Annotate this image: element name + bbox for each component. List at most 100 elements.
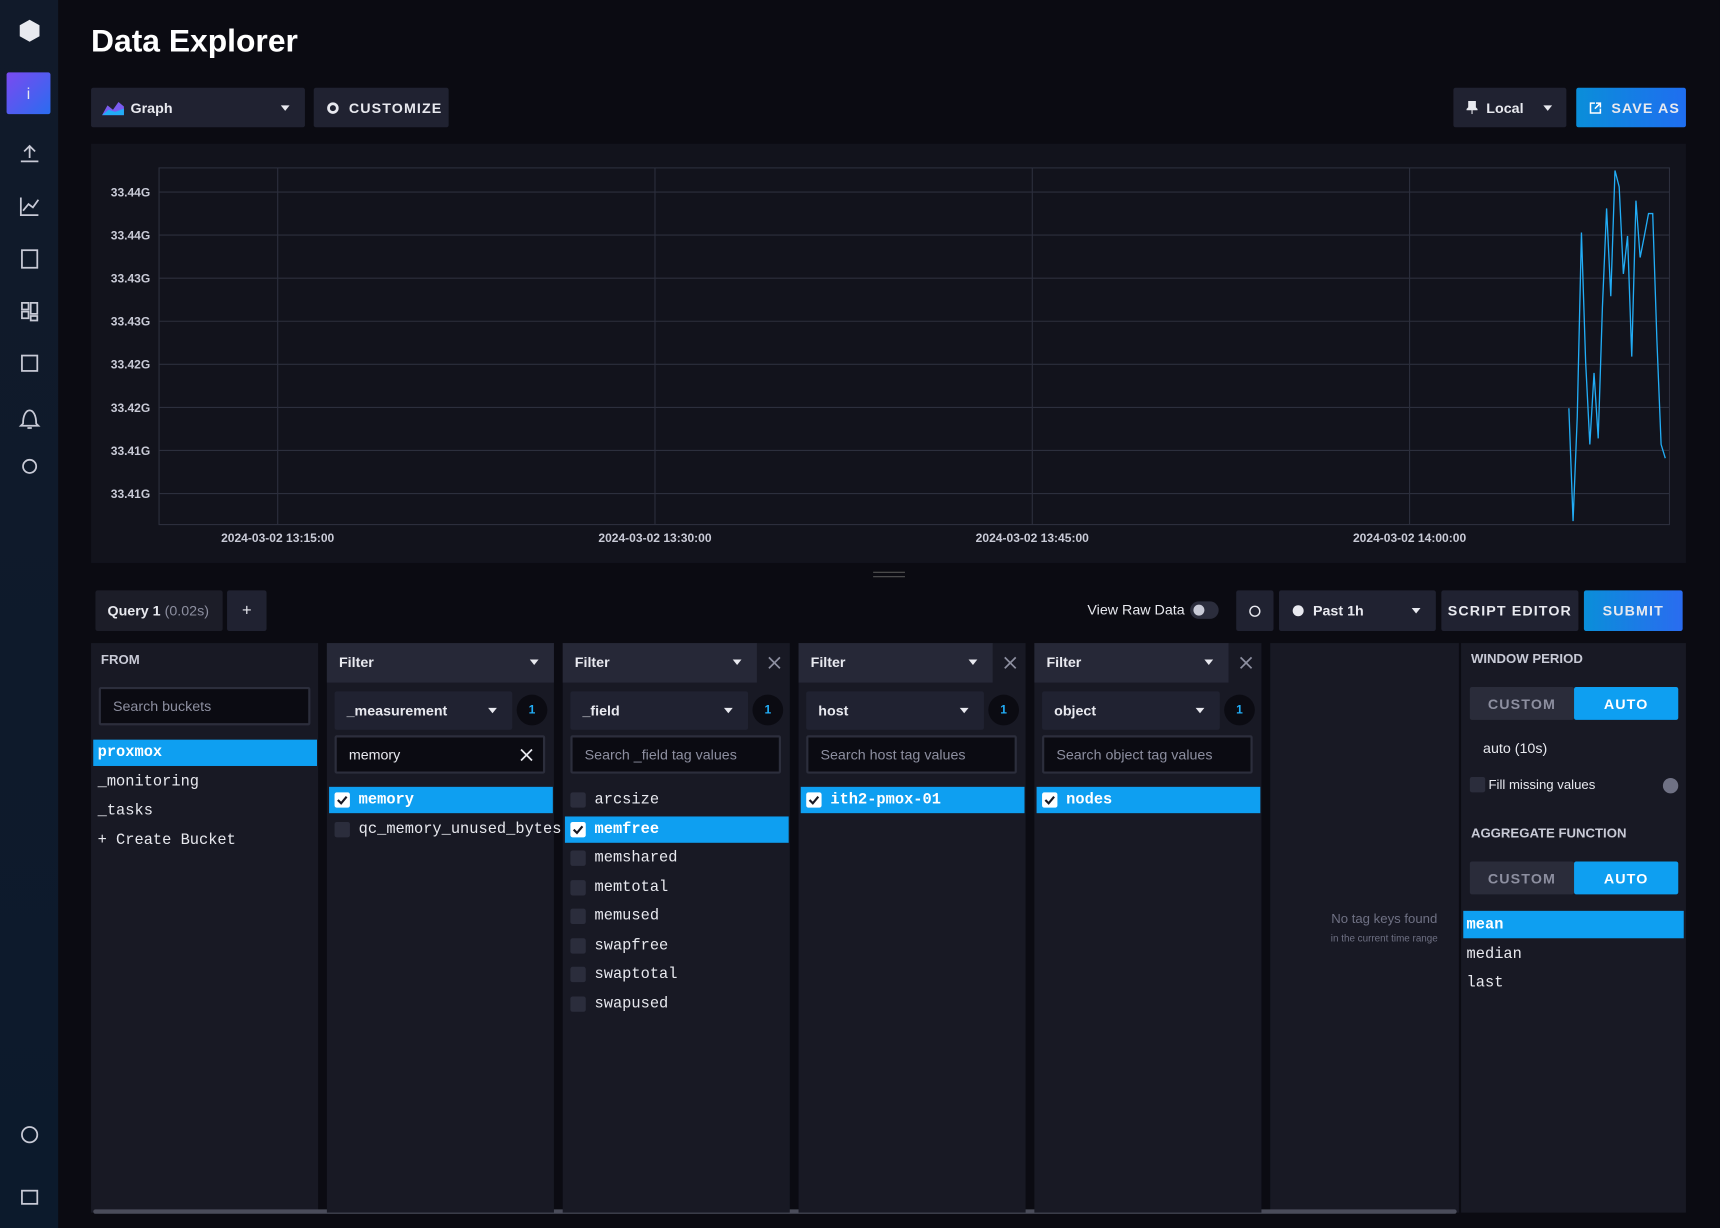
filter-header[interactable]: Filter [327,643,554,683]
function[interactable]: median [1467,945,1522,963]
close-filter[interactable] [1239,656,1252,669]
filter-header[interactable]: Filter [563,643,757,683]
tag-search[interactable]: Search host tag values [806,735,1017,773]
tag-search[interactable]: Search object tag values [1042,735,1253,773]
pin-icon [1467,101,1478,114]
checkbox[interactable] [1042,792,1057,807]
bucket[interactable]: proxmox [98,744,163,762]
checkbox[interactable] [570,850,585,865]
tag-value[interactable]: arcsize [595,791,660,809]
checkbox[interactable] [570,880,585,895]
key-dropdown[interactable]: host [806,691,984,729]
create-bucket[interactable]: + Create Bucket [98,831,236,849]
filter-panel: Filterobject1Search object tag valuesnod… [1034,643,1261,1213]
logo[interactable] [16,18,42,44]
add-query-button[interactable]: + [227,590,266,631]
function[interactable]: last [1467,974,1504,992]
filter-label: Filter [1046,654,1216,670]
checkbox[interactable] [570,792,585,807]
script-editor-button[interactable]: SCRIPT EDITOR [1441,590,1578,631]
tag-value[interactable]: memtotal [595,878,669,896]
tag-value[interactable]: ith2-pmox-01 [830,791,941,809]
key-count: 1 [517,695,548,726]
tag-value[interactable]: memfree [595,820,660,838]
nav-settings[interactable] [23,460,36,473]
view-type-dropdown[interactable]: Graph [91,88,305,128]
checkbox[interactable] [335,821,350,836]
nav-help[interactable] [22,1127,37,1142]
y-tick-label: 33.41G [111,487,151,501]
window-custom[interactable]: CUSTOM [1470,687,1574,720]
help-icon[interactable] [1663,778,1678,793]
timezone-dropdown[interactable]: Local [1453,88,1566,128]
nav-upload[interactable] [21,146,39,161]
nav-tasks[interactable] [22,356,37,371]
function-custom[interactable]: CUSTOM [1470,861,1574,894]
key-dropdown[interactable]: object [1042,691,1220,729]
time-range-dropdown[interactable]: Past 1h [1279,590,1436,631]
user-avatar[interactable]: i [7,72,51,114]
fill-missing-checkbox[interactable] [1470,777,1485,792]
save-as-button[interactable]: SAVE AS [1576,88,1686,128]
checkbox[interactable] [570,909,585,924]
nav-books[interactable] [22,250,37,268]
checkbox[interactable] [570,996,585,1011]
nav-dashboards[interactable] [22,303,37,321]
refresh-button[interactable] [1236,590,1273,631]
checkbox[interactable] [570,821,585,836]
filter-panel: Filter_measurement1memorymemoryqc_memory… [327,643,554,1213]
resize-handle[interactable] [873,572,905,577]
bucket-search[interactable]: Search buckets [99,687,311,725]
tag-value[interactable]: memshared [595,849,678,867]
x-tick-label: 2024-03-02 13:30:00 [598,531,711,545]
tag-value[interactable]: memory [359,791,414,809]
clear-search[interactable] [520,748,533,761]
aggregate-panel: WINDOW PERIOD CUSTOM AUTO auto (10s) Fil… [1461,643,1686,1213]
filter-header[interactable]: Filter [799,643,993,683]
x-tick-label: 2024-03-02 14:00:00 [1353,531,1466,545]
checkbox[interactable] [570,938,585,953]
tag-value[interactable]: swapused [595,995,669,1013]
tag-search[interactable]: memory [335,735,546,773]
function[interactable]: mean [1467,916,1504,934]
checkbox[interactable] [335,792,350,807]
y-tick-label: 33.44G [111,185,151,199]
gear-icon [327,102,339,114]
series-line [1569,170,1665,521]
tag-value[interactable]: memused [595,908,660,926]
tag-search[interactable]: Search _field tag values [570,735,781,773]
query-tab[interactable]: Query 1 (0.02s) [95,590,222,631]
window-auto[interactable]: AUTO [1574,687,1678,720]
bucket[interactable]: _tasks [98,802,153,820]
function-auto[interactable]: AUTO [1574,861,1678,894]
key-dropdown[interactable]: _measurement [335,691,513,729]
filter-header[interactable]: Filter [1034,643,1228,683]
nav-explore[interactable] [21,198,39,216]
caret [969,660,978,665]
nav-collapse[interactable] [22,1191,37,1204]
from-title: FROM [101,652,140,667]
customize-button[interactable]: CUSTOMIZE [314,88,449,128]
view-raw-toggle[interactable] [1190,601,1219,619]
close-filter[interactable] [1004,656,1017,669]
nav-icons [18,143,42,505]
submit-button[interactable]: SUBMIT [1584,590,1683,631]
caret [1196,708,1205,713]
y-tick-label: 33.41G [111,444,151,458]
key: host [818,702,848,718]
tag-value[interactable]: qc_memory_unused_bytes [359,820,562,838]
nav-alerts[interactable] [21,410,39,428]
caret [724,708,733,713]
tag-value[interactable]: nodes [1066,791,1112,809]
clock-icon [1292,605,1304,617]
checkbox[interactable] [570,967,585,982]
checkbox[interactable] [806,792,821,807]
page-title: Data Explorer [91,24,298,60]
close-filter[interactable] [768,656,781,669]
filter-label: Filter [575,654,745,670]
tag-value[interactable]: swaptotal [595,966,678,984]
bucket[interactable]: _monitoring [98,773,199,791]
filter-panel: Filterhost1Search host tag valuesith2-pm… [799,643,1026,1213]
key-dropdown[interactable]: _field [570,691,748,729]
tag-value[interactable]: swapfree [595,937,669,955]
